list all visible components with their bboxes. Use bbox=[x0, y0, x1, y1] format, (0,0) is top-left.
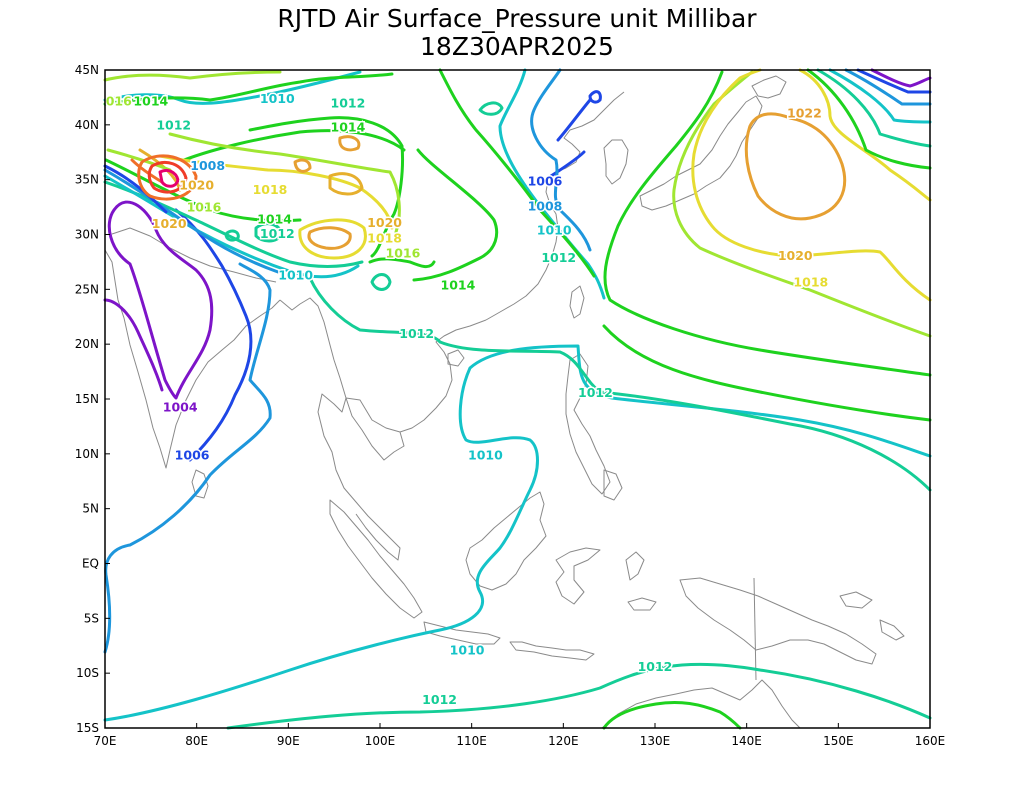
y-tick-label: 40N bbox=[75, 118, 99, 132]
y-tick-label: 10S bbox=[76, 666, 99, 680]
isobar-label: 1018 bbox=[367, 230, 402, 245]
isobar-label: 1012 bbox=[399, 326, 434, 341]
isobar-label: 016 bbox=[106, 93, 132, 108]
isobar-label: 1012 bbox=[578, 385, 613, 400]
y-tick-label: 20N bbox=[75, 337, 99, 351]
y-tick-label: 30N bbox=[75, 228, 99, 242]
isobar-label: 1018 bbox=[793, 274, 828, 289]
isobar-label: 1016 bbox=[187, 200, 222, 215]
isobar-label: 1006 bbox=[175, 448, 210, 463]
y-tick-label: 10N bbox=[75, 447, 99, 461]
isobar-label: 1010 bbox=[537, 223, 572, 238]
isobar-label: 1020 bbox=[367, 215, 402, 230]
y-tick-label: 45N bbox=[75, 63, 99, 77]
y-tick-label: EQ bbox=[82, 557, 99, 571]
x-tick-label: 140E bbox=[731, 734, 762, 748]
x-tick-label: 130E bbox=[640, 734, 671, 748]
x-tick-label: 90E bbox=[277, 734, 300, 748]
isobar-label: 1012 bbox=[331, 95, 366, 110]
isobar-label: 1020 bbox=[179, 178, 214, 193]
isobar-label: 1010 bbox=[468, 448, 503, 463]
chart-subtitle: 18Z30APR2025 bbox=[420, 32, 614, 61]
isobar-label: 1012 bbox=[260, 226, 295, 241]
isobar-label: 1004 bbox=[163, 399, 198, 414]
y-tick-label: 35N bbox=[75, 173, 99, 187]
isobar-label: 1010 bbox=[260, 91, 295, 106]
isobar-label: 1008 bbox=[190, 158, 225, 173]
y-tick-label: 15S bbox=[76, 721, 99, 735]
isobar-label: 1010 bbox=[450, 643, 485, 658]
y-tick-label: 5N bbox=[82, 502, 99, 516]
isobar-label: 1020 bbox=[778, 248, 813, 263]
isobar-label: 1020 bbox=[152, 216, 187, 231]
isobar-label: 1012 bbox=[422, 692, 457, 707]
isobar-label: 1012 bbox=[541, 250, 576, 265]
x-axis: 70E 80E 90E 100E 110E 120E 130E 140E 150E 160E bbox=[94, 723, 946, 748]
x-tick-label: 110E bbox=[456, 734, 487, 748]
map-frame bbox=[104, 69, 931, 729]
x-tick-label: 100E bbox=[365, 734, 396, 748]
x-tick-label: 80E bbox=[185, 734, 208, 748]
isobar-label: 1014 bbox=[441, 278, 476, 293]
isobars bbox=[103, 68, 932, 730]
chart-title: RJTD Air Surface_Pressure unit Millibar bbox=[277, 4, 757, 33]
y-tick-label: 5S bbox=[84, 611, 99, 625]
isobar-label: 1006 bbox=[528, 173, 563, 188]
x-tick-label: 150E bbox=[823, 734, 854, 748]
isobar-label: 1008 bbox=[528, 199, 563, 214]
y-axis: 45N 40N 35N 30N 25N 20N 15N 10N 5N EQ 5S 10S 15S bbox=[75, 63, 110, 735]
isobar-label: 1010 bbox=[278, 268, 313, 283]
isobar-label: 1014 bbox=[331, 120, 366, 135]
isobar-label: 1016 bbox=[386, 246, 421, 261]
isobar-label: 1012 bbox=[638, 659, 673, 674]
coastlines bbox=[104, 75, 905, 729]
isobar-label: 1012 bbox=[156, 117, 191, 132]
y-tick-label: 15N bbox=[75, 392, 99, 406]
y-tick-label: 25N bbox=[75, 282, 99, 296]
isobar-label: 1022 bbox=[787, 105, 822, 120]
x-tick-label: 70E bbox=[94, 734, 117, 748]
contour-labels: 1012 1012 1010 1010 1012 1012 1004 1006 1010 1014… bbox=[104, 90, 830, 709]
isobar-label: 1014 bbox=[257, 212, 292, 227]
x-tick-label: 160E bbox=[915, 734, 946, 748]
isobar-label: 1018 bbox=[253, 182, 288, 197]
x-tick-label: 120E bbox=[548, 734, 579, 748]
isobar-label: 1014 bbox=[133, 93, 168, 108]
